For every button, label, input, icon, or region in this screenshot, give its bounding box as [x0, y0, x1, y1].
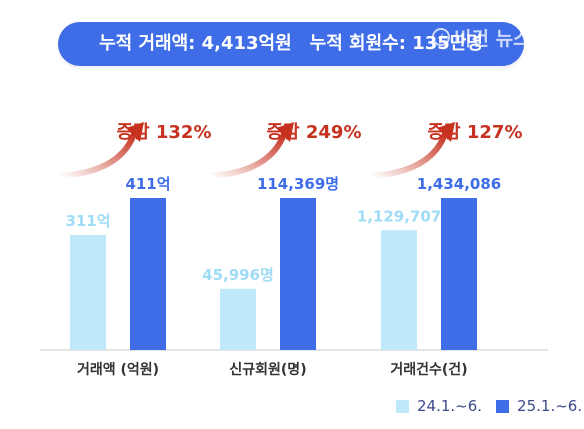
legend-label-2024: 24.1.~6. — [417, 397, 483, 415]
legend-item-2024: 24.1.~6. — [396, 397, 482, 415]
watermark-text: 비건 뉴스 — [454, 27, 531, 50]
growth-arrowhead-2 — [276, 122, 294, 142]
watermark-logo-icon: ✓ — [432, 28, 450, 46]
growth-annotation-1: 증감 132% — [117, 122, 212, 143]
growth-arrowhead-1 — [126, 122, 144, 142]
legend-swatch-2025 — [496, 399, 510, 413]
value-label-2025-1: 411억 — [125, 175, 170, 193]
value-label-2025-3: 1,434,086 — [417, 175, 501, 193]
legend-label-2025: 25.1.~6. — [517, 397, 583, 415]
bar-2025-1 — [130, 198, 166, 350]
category-label-2: 신규회원(명) — [229, 361, 306, 378]
growth-arrow-1 — [57, 131, 137, 179]
bar-2024-2 — [220, 288, 256, 350]
value-label-2024-3: 1,129,707 — [357, 207, 441, 225]
legend-swatch-2024 — [396, 399, 409, 413]
legend: 24.1.~6. 25.1.~6. — [396, 392, 582, 420]
growth-annotation-2: 증감 249% — [267, 122, 362, 143]
bar-2025-2 — [280, 198, 316, 350]
category-label-1: 거래액 (억원) — [77, 361, 159, 378]
growth-arrowhead-3 — [437, 122, 455, 142]
bar-2024-1 — [70, 234, 106, 350]
bar-2025-3 — [441, 198, 477, 350]
legend-item-2025: 25.1.~6. — [496, 397, 582, 415]
watermark: ✓ 비건 뉴스 — [432, 22, 531, 52]
category-label-3: 거래건수(건) — [390, 361, 467, 378]
bar-2024-3 — [381, 230, 417, 350]
value-label-2025-2: 114,369명 — [257, 175, 339, 193]
value-label-2024-1: 311억 — [65, 212, 110, 230]
value-label-2024-2: 45,996명 — [202, 266, 274, 284]
growth-annotation-3: 증감 127% — [428, 122, 523, 143]
cumulative-transaction-text: 누적 거래액: 4,413억원 — [99, 33, 292, 54]
growth-arrow-2 — [207, 131, 287, 179]
growth-arrow-3 — [368, 131, 448, 179]
